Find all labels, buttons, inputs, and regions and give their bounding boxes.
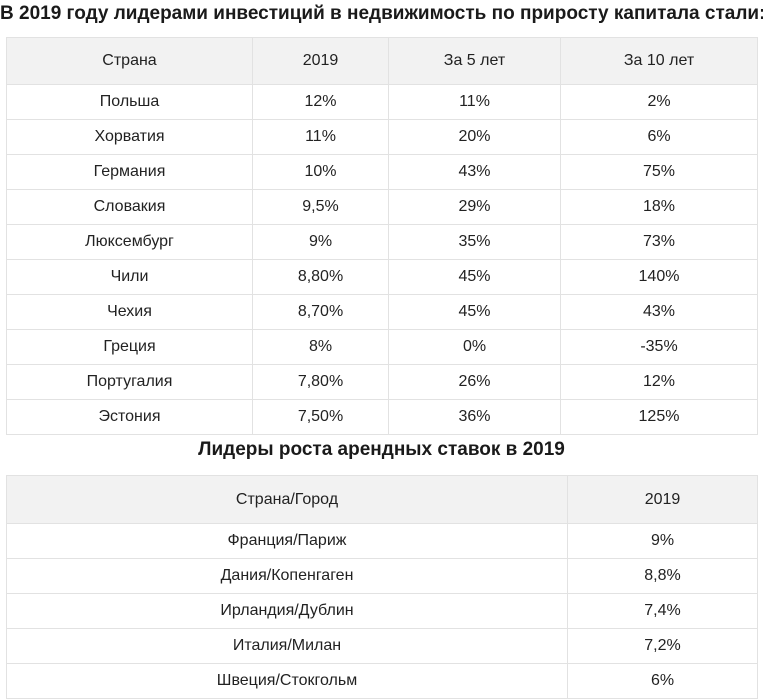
table-row: Португалия 7,80% 26% 12%: [6, 364, 758, 400]
cell-2019: 6%: [567, 663, 758, 699]
cell-2019: 7,2%: [567, 628, 758, 664]
capital-growth-heading: В 2019 году лидерами инвестиций в недвиж…: [0, 3, 763, 24]
cell-10-years: 12%: [560, 364, 758, 400]
rent-growth-heading: Лидеры роста арендных ставок в 2019: [198, 439, 565, 460]
table-row: Хорватия 11% 20% 6%: [6, 119, 758, 155]
cell-10-years: 73%: [560, 224, 758, 260]
table-row: Польша 12% 11% 2%: [6, 84, 758, 120]
column-header-country-city: Страна/Город: [6, 475, 568, 524]
cell-2019: 8,8%: [567, 558, 758, 594]
cell-5-years: 26%: [388, 364, 561, 400]
cell-country: Эстония: [6, 399, 253, 435]
cell-2019: 11%: [252, 119, 389, 155]
table-row: Чили 8,80% 45% 140%: [6, 259, 758, 295]
cell-2019: 9%: [567, 523, 758, 559]
cell-country: Португалия: [6, 364, 253, 400]
table-row: Италия/Милан 7,2%: [6, 628, 758, 664]
rent-growth-table: Страна/Город 2019 Франция/Париж 9% Дания…: [6, 475, 758, 699]
cell-10-years: 18%: [560, 189, 758, 225]
column-header-10-years: За 10 лет: [560, 37, 758, 85]
table-row: Дания/Копенгаген 8,8%: [6, 558, 758, 594]
cell-country-city: Швеция/Стокгольм: [6, 663, 568, 699]
cell-10-years: 125%: [560, 399, 758, 435]
cell-2019: 8%: [252, 329, 389, 365]
cell-2019: 12%: [252, 84, 389, 120]
cell-5-years: 43%: [388, 154, 561, 190]
table-row: Ирландия/Дублин 7,4%: [6, 593, 758, 629]
cell-country-city: Дания/Копенгаген: [6, 558, 568, 594]
cell-10-years: -35%: [560, 329, 758, 365]
cell-5-years: 45%: [388, 259, 561, 295]
cell-10-years: 43%: [560, 294, 758, 330]
cell-2019: 10%: [252, 154, 389, 190]
cell-2019: 9%: [252, 224, 389, 260]
cell-country-city: Франция/Париж: [6, 523, 568, 559]
table-row: Греция 8% 0% -35%: [6, 329, 758, 365]
cell-country: Хорватия: [6, 119, 253, 155]
cell-5-years: 45%: [388, 294, 561, 330]
column-header-2019: 2019: [567, 475, 758, 524]
cell-5-years: 29%: [388, 189, 561, 225]
cell-country: Чехия: [6, 294, 253, 330]
cell-2019: 7,4%: [567, 593, 758, 629]
cell-country: Чили: [6, 259, 253, 295]
cell-2019: 8,70%: [252, 294, 389, 330]
cell-10-years: 140%: [560, 259, 758, 295]
cell-10-years: 2%: [560, 84, 758, 120]
table-row: Люксембург 9% 35% 73%: [6, 224, 758, 260]
cell-country: Греция: [6, 329, 253, 365]
cell-5-years: 0%: [388, 329, 561, 365]
cell-5-years: 36%: [388, 399, 561, 435]
table-row: Чехия 8,70% 45% 43%: [6, 294, 758, 330]
table-row: Германия 10% 43% 75%: [6, 154, 758, 190]
cell-country: Словакия: [6, 189, 253, 225]
table-header-row: Страна/Город 2019: [6, 475, 758, 524]
cell-country-city: Ирландия/Дублин: [6, 593, 568, 629]
cell-2019: 7,50%: [252, 399, 389, 435]
cell-10-years: 75%: [560, 154, 758, 190]
cell-2019: 9,5%: [252, 189, 389, 225]
cell-10-years: 6%: [560, 119, 758, 155]
cell-2019: 8,80%: [252, 259, 389, 295]
column-header-5-years: За 5 лет: [388, 37, 561, 85]
cell-country: Люксембург: [6, 224, 253, 260]
cell-5-years: 20%: [388, 119, 561, 155]
table-row: Эстония 7,50% 36% 125%: [6, 399, 758, 435]
table-header-row: Страна 2019 За 5 лет За 10 лет: [6, 37, 758, 85]
table-row: Франция/Париж 9%: [6, 523, 758, 559]
cell-2019: 7,80%: [252, 364, 389, 400]
cell-country: Польша: [6, 84, 253, 120]
table-row: Швеция/Стокгольм 6%: [6, 663, 758, 699]
cell-country-city: Италия/Милан: [6, 628, 568, 664]
cell-5-years: 11%: [388, 84, 561, 120]
cell-5-years: 35%: [388, 224, 561, 260]
cell-country: Германия: [6, 154, 253, 190]
capital-growth-table: Страна 2019 За 5 лет За 10 лет Польша 12…: [6, 37, 758, 435]
column-header-country: Страна: [6, 37, 253, 85]
column-header-2019: 2019: [252, 37, 389, 85]
table-row: Словакия 9,5% 29% 18%: [6, 189, 758, 225]
